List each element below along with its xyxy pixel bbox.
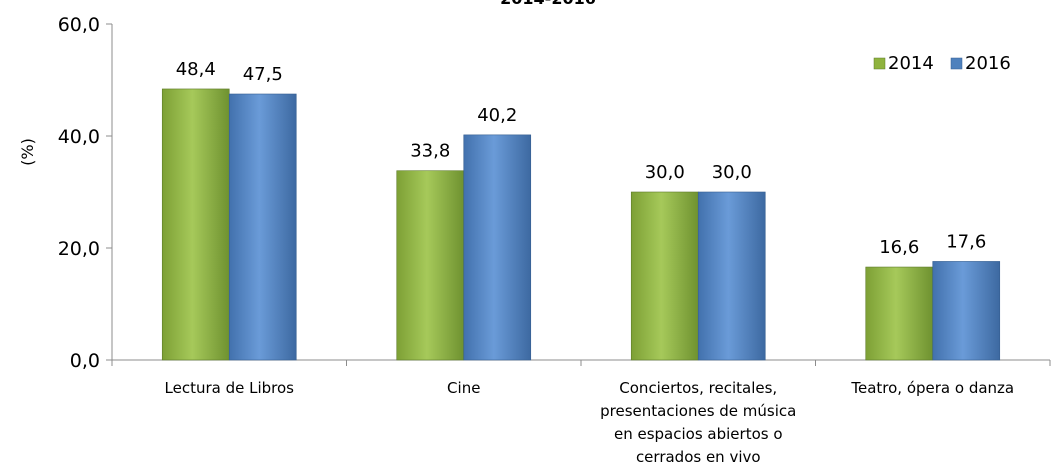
category-label-line: Lectura de Libros bbox=[165, 379, 295, 397]
category-label-0: Lectura de Libros bbox=[165, 379, 295, 397]
bar-2014-3 bbox=[865, 266, 934, 361]
data-label-2016-2: 30,0 bbox=[712, 162, 752, 183]
legend-swatch-2014 bbox=[873, 57, 886, 70]
data-label-2016-3: 17,6 bbox=[946, 231, 986, 252]
category-label-2: Conciertos, recitales, presentaciones de … bbox=[600, 379, 796, 466]
bar-2014-1 bbox=[396, 170, 465, 361]
bar-2014-0 bbox=[161, 88, 230, 361]
y-tick-label: 20,0 bbox=[58, 238, 100, 260]
y-tick-label: 40,0 bbox=[58, 126, 100, 148]
bar-2016-1 bbox=[463, 134, 532, 361]
legend-label-2014: 2014 bbox=[888, 53, 934, 74]
y-axis-label: (%) bbox=[18, 138, 37, 166]
y-tick-label: 0,0 bbox=[70, 350, 100, 372]
chart-title: 2014-2016 bbox=[500, 0, 596, 8]
legend: 2014 2016 bbox=[873, 53, 1011, 74]
bar-2014-2 bbox=[630, 191, 699, 361]
data-label-2014-3: 16,6 bbox=[879, 237, 919, 258]
category-label-line: Conciertos, recitales, bbox=[619, 379, 777, 397]
data-label-2016-1: 40,2 bbox=[477, 105, 517, 126]
x-ticks bbox=[111, 360, 1051, 366]
data-label-2014-1: 33,8 bbox=[410, 141, 450, 162]
category-label-line: en espacios abiertos o bbox=[614, 425, 783, 443]
category-label-line: presentaciones de música bbox=[600, 402, 796, 420]
category-label-3: Teatro, ópera o danza bbox=[850, 379, 1014, 397]
category-label-line: cerrados en vivo bbox=[636, 448, 761, 466]
bar-2016-2 bbox=[697, 191, 766, 361]
y-ticks: 0,0 20,0 40,0 60,0 bbox=[58, 14, 112, 372]
bar-2016-0 bbox=[228, 93, 297, 361]
bar-2016-3 bbox=[932, 261, 1001, 361]
y-tick-label: 60,0 bbox=[58, 14, 100, 36]
category-labels: Lectura de Libros Cine Conciertos, recital… bbox=[165, 379, 1015, 466]
legend-label-2016: 2016 bbox=[965, 53, 1011, 74]
legend-swatch-2016 bbox=[950, 57, 963, 70]
data-label-2016-0: 47,5 bbox=[243, 64, 283, 85]
data-label-2014-2: 30,0 bbox=[645, 162, 685, 183]
category-label-line: Cine bbox=[447, 379, 480, 397]
data-labels: 48,4 33,8 30,0 16,6 47,5 40,2 30,0 17,6 bbox=[176, 59, 987, 258]
category-label-1: Cine bbox=[447, 379, 480, 397]
data-label-2014-0: 48,4 bbox=[176, 59, 216, 80]
bars bbox=[161, 88, 1001, 361]
category-label-line: Teatro, ópera o danza bbox=[850, 379, 1014, 397]
